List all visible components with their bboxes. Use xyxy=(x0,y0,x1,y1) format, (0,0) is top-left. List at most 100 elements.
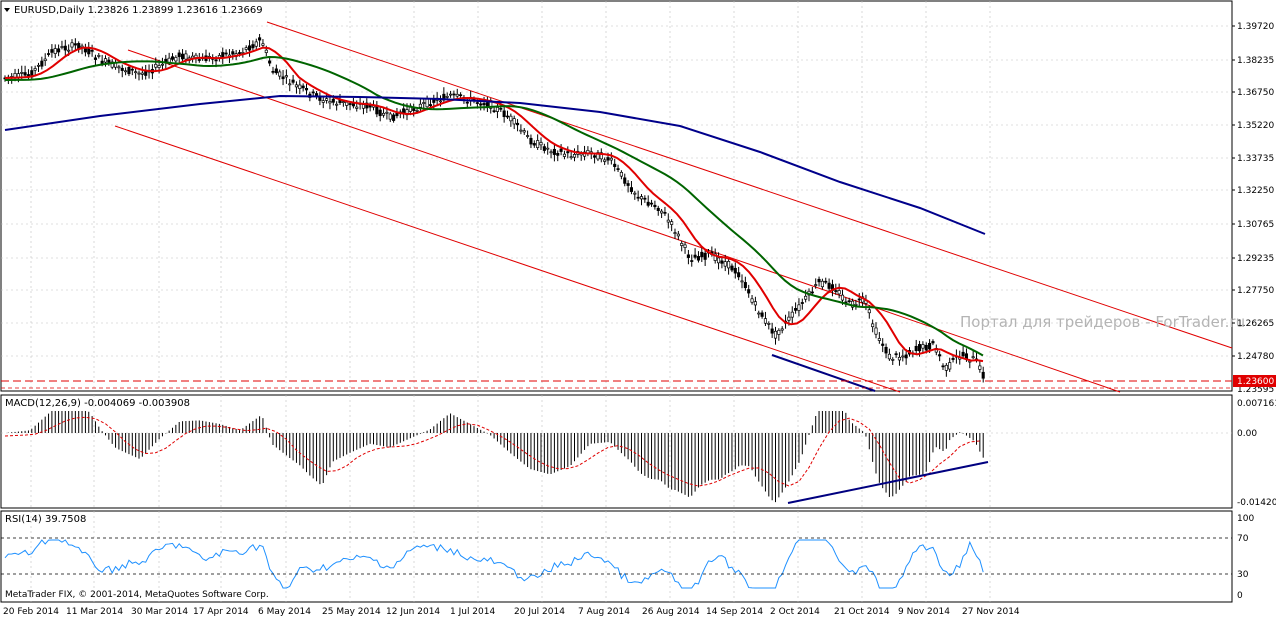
candle-body xyxy=(90,49,94,52)
candle-body xyxy=(479,103,483,106)
macd-axis-label: 0.007161 xyxy=(1237,399,1276,409)
time-axis-label: 12 Jun 2014 xyxy=(386,607,440,617)
candle-body xyxy=(867,309,871,314)
candle-body xyxy=(532,143,536,146)
candle-body xyxy=(690,260,694,262)
candle-body xyxy=(311,91,315,94)
candle-body xyxy=(891,358,895,361)
macd-signal-line xyxy=(4,416,980,487)
candle-body xyxy=(281,76,285,80)
candle-body xyxy=(197,59,201,61)
current-price-label: 1.23600 xyxy=(1237,377,1274,387)
candle-body xyxy=(43,58,47,61)
candle-body xyxy=(254,41,258,47)
candle-body xyxy=(224,52,228,55)
candle-body xyxy=(753,301,757,306)
candle-body xyxy=(164,58,168,63)
candle-body xyxy=(214,59,218,62)
candle-body xyxy=(660,210,664,214)
candle-body xyxy=(388,113,392,120)
rsi-line xyxy=(4,539,984,589)
candle-body xyxy=(181,53,185,60)
candle-body xyxy=(740,280,744,283)
candle-body xyxy=(670,221,674,225)
candle-body xyxy=(278,71,282,77)
candle-body xyxy=(160,63,165,66)
candle-body xyxy=(552,148,556,155)
candle-body xyxy=(703,252,707,260)
macd-histogram xyxy=(4,411,989,504)
candle-body xyxy=(341,101,345,103)
candle-body xyxy=(50,49,54,53)
candle-body xyxy=(827,282,831,289)
time-axis-label: 20 Jul 2014 xyxy=(514,607,565,617)
candle-body xyxy=(653,204,657,208)
candle-body xyxy=(649,202,654,205)
candle-body xyxy=(36,64,41,67)
candle-body xyxy=(110,61,114,68)
candle-body xyxy=(298,84,302,89)
price-axis[interactable]: 1.39720 1.38235 1.36750 1.35220 1.33735 1.322… xyxy=(1232,22,1274,362)
moving-averages xyxy=(4,46,986,363)
time-axis-label: 2 Oct 2014 xyxy=(770,607,820,617)
candle-body xyxy=(921,344,925,349)
candle-body xyxy=(184,53,188,60)
candle-body xyxy=(978,365,982,370)
candle-body xyxy=(248,45,252,51)
candle-body xyxy=(449,93,453,96)
candle-body xyxy=(60,46,64,48)
candle-body xyxy=(572,154,577,158)
candle-body xyxy=(522,130,526,133)
candle-body xyxy=(750,298,754,303)
candle-body xyxy=(93,57,98,60)
candle-body xyxy=(67,49,71,52)
rsi-axis-label: 0 xyxy=(1237,591,1243,601)
candle-body xyxy=(673,232,677,234)
candle-body xyxy=(418,103,422,108)
candle-body xyxy=(83,48,87,53)
time-axis-label: 9 Nov 2014 xyxy=(898,607,950,617)
rsi-panel[interactable] xyxy=(0,510,1233,603)
price-trendline xyxy=(771,354,876,392)
candle-body xyxy=(757,312,761,315)
candle-body xyxy=(730,265,734,271)
candle-body xyxy=(412,108,416,111)
candle-body xyxy=(177,52,181,58)
time-axis[interactable]: 20 Feb 2014 11 Mar 2014 30 Mar 2014 17 Apr … xyxy=(3,607,1020,617)
price-axis-label: 1.32250 xyxy=(1237,186,1274,196)
candle-body xyxy=(432,99,436,103)
candle-body xyxy=(847,300,851,303)
macd-panel[interactable] xyxy=(0,394,1233,509)
candle-body xyxy=(894,353,898,356)
candle-body xyxy=(720,260,724,264)
candle-body xyxy=(723,261,727,267)
candle-body xyxy=(884,346,888,354)
candle-body xyxy=(877,338,881,341)
candle-body xyxy=(881,343,885,346)
candle-body xyxy=(261,43,265,46)
candle-body xyxy=(549,151,553,154)
candle-body xyxy=(505,115,510,118)
copyright-text: MetaTrader FIX, © 2001-2014, MetaQuotes … xyxy=(5,590,269,600)
candle-body xyxy=(57,48,61,53)
candle-body xyxy=(288,83,292,86)
candle-body xyxy=(556,153,560,156)
candle-body xyxy=(120,67,124,71)
candle-body xyxy=(944,364,948,371)
candle-body xyxy=(814,284,818,286)
candle-body xyxy=(130,68,134,71)
channel-line xyxy=(266,21,1233,349)
candle-body xyxy=(63,45,67,51)
candle-body xyxy=(981,371,985,379)
candle-body xyxy=(529,137,533,145)
hidden-price-label: 1.23595 xyxy=(1237,385,1274,395)
candle-body xyxy=(512,118,516,125)
candle-body xyxy=(840,294,845,301)
candle-body xyxy=(546,147,550,150)
price-axis-label: 1.29235 xyxy=(1237,254,1274,264)
candle-body xyxy=(887,353,891,360)
candle-body xyxy=(834,290,838,292)
candle-body xyxy=(639,196,644,200)
candle-body xyxy=(897,356,902,361)
